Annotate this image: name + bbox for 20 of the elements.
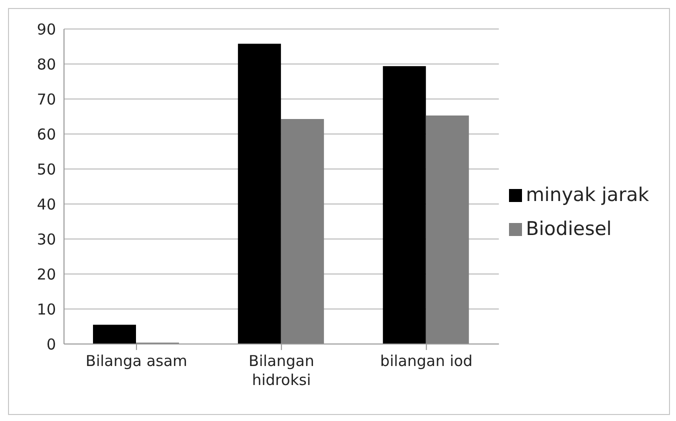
legend-label: Biodiesel bbox=[526, 218, 612, 240]
x-tick-label: bilangan iod bbox=[380, 352, 473, 370]
y-tick-label: 80 bbox=[36, 55, 56, 74]
bar bbox=[92, 324, 136, 344]
y-tick-label: 50 bbox=[36, 160, 56, 178]
y-tick-label: 40 bbox=[36, 195, 56, 214]
bar bbox=[280, 118, 324, 344]
y-tick-label: 10 bbox=[36, 300, 56, 318]
y-tick-label: 0 bbox=[46, 335, 56, 354]
x-tick-label: Bilangan hidroksi bbox=[248, 352, 314, 389]
y-tick-label: 70 bbox=[36, 90, 56, 108]
y-tick-label: 20 bbox=[36, 265, 56, 284]
x-tick-label: Bilanga asam bbox=[86, 352, 188, 370]
y-tick-label: 60 bbox=[36, 125, 56, 144]
bar bbox=[426, 115, 469, 344]
y-tick-label: 30 bbox=[36, 230, 56, 248]
bar bbox=[238, 44, 281, 344]
legend-label: minyak jarak bbox=[526, 184, 649, 206]
y-tick-label: 90 bbox=[36, 20, 56, 38]
bar bbox=[382, 66, 426, 344]
